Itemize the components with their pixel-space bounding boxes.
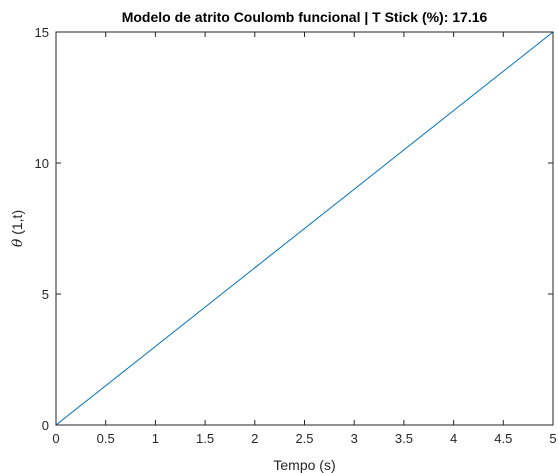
- x-tick-label: 0.5: [97, 431, 115, 446]
- x-tick-label: 2: [251, 431, 258, 446]
- x-tick-label: 4.5: [494, 431, 512, 446]
- y-tick-label: 15: [35, 25, 49, 40]
- x-tick-label: 4: [450, 431, 457, 446]
- y-tick-label: 0: [42, 418, 49, 433]
- x-axis-label: Tempo (s): [273, 457, 335, 473]
- x-tick-label: 5: [549, 431, 556, 446]
- x-tick-label: 3.5: [395, 431, 413, 446]
- y-axis-label-rest: (1,t): [9, 210, 25, 239]
- series-line: [55, 31, 554, 426]
- y-tick-label: 10: [35, 156, 49, 171]
- axes-box: [55, 31, 554, 426]
- x-tick-label: 0: [52, 431, 59, 446]
- y-axis-label: θ (1,t): [9, 210, 26, 247]
- ticks-group: 0 0.5 1 1.5 2 2.5 3 3.5 4 4.5 5 0 5 10 15: [35, 25, 557, 446]
- x-tick-label: 2.5: [295, 431, 313, 446]
- y-tick-label: 5: [42, 287, 49, 302]
- y-axis-label-symbol: θ: [10, 238, 26, 247]
- x-tick-label: 1.5: [196, 431, 214, 446]
- chart-title: Modelo de atrito Coulomb funcional | T S…: [122, 9, 488, 25]
- x-tick-label: 1: [152, 431, 159, 446]
- series-group: [55, 31, 554, 426]
- x-tick-label: 3: [351, 431, 358, 446]
